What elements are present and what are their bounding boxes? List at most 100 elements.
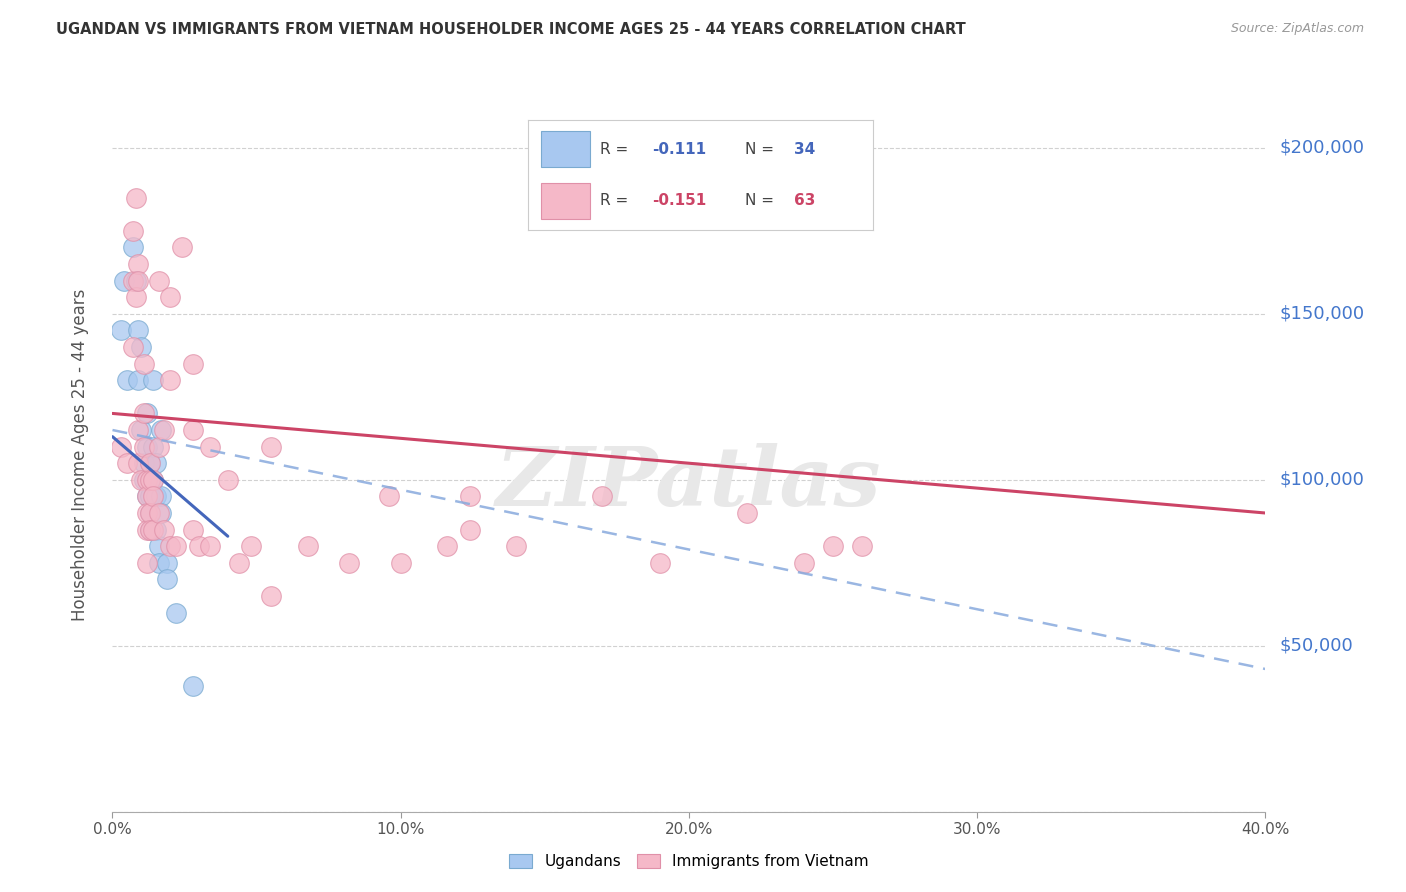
Point [148,506,170,520]
Point [239,539,262,553]
Point [165,606,187,620]
Point [121,340,143,354]
Point [127,373,149,387]
Point [139,473,162,487]
Point [134,440,156,454]
Point [337,556,360,570]
Point [181,357,204,371]
Point [136,440,159,454]
Point [260,440,283,454]
Point [851,539,873,553]
Point [115,456,138,470]
Text: $200,000: $200,000 [1279,139,1364,157]
Point [735,506,758,520]
Point [139,456,162,470]
Point [136,523,159,537]
Point [139,456,162,470]
Point [159,290,181,304]
Point [297,539,319,553]
Point [127,456,149,470]
Point [153,523,176,537]
Point [124,290,146,304]
Point [592,490,614,504]
Point [142,523,165,537]
Point [129,473,153,487]
Point [134,456,156,470]
Point [170,240,193,254]
Point [260,589,283,603]
Point [134,473,156,487]
Y-axis label: Householder Income Ages 25 - 44 years: Householder Income Ages 25 - 44 years [70,289,89,621]
Point [148,556,170,570]
Point [181,679,204,693]
Point [378,490,401,504]
Legend: Ugandans, Immigrants from Vietnam: Ugandans, Immigrants from Vietnam [503,848,875,875]
Point [127,257,149,271]
Point [505,539,527,553]
Point [159,539,181,553]
Point [136,490,159,504]
Point [148,274,170,288]
Point [121,240,143,254]
Point [156,556,179,570]
Point [124,274,146,288]
Text: Source: ZipAtlas.com: Source: ZipAtlas.com [1230,22,1364,36]
Point [159,373,181,387]
Point [150,506,173,520]
Point [148,539,170,553]
Text: UGANDAN VS IMMIGRANTS FROM VIETNAM HOUSEHOLDER INCOME AGES 25 - 44 YEARS CORRELA: UGANDAN VS IMMIGRANTS FROM VIETNAM HOUSE… [56,22,966,37]
Point [145,456,167,470]
Point [112,274,135,288]
Text: $100,000: $100,000 [1279,471,1364,489]
Point [134,357,156,371]
Point [139,473,162,487]
Point [129,423,153,437]
Point [134,406,156,420]
Point [136,506,159,520]
Point [150,423,173,437]
Point [139,523,162,537]
Point [188,539,211,553]
Point [110,440,132,454]
Point [121,274,143,288]
Point [389,556,412,570]
Point [181,523,204,537]
Point [115,373,138,387]
Point [228,556,250,570]
Point [165,539,187,553]
Point [181,423,204,437]
Point [200,539,222,553]
Point [139,523,162,537]
Point [142,473,165,487]
Point [127,323,149,337]
Point [136,490,159,504]
Point [127,423,149,437]
Text: $150,000: $150,000 [1279,305,1364,323]
Point [136,473,159,487]
Point [110,323,132,337]
Point [142,440,165,454]
Point [148,440,170,454]
Point [153,423,176,437]
Point [648,556,672,570]
Point [145,490,167,504]
Point [142,473,165,487]
Point [145,523,167,537]
Point [156,573,179,587]
Point [127,274,149,288]
Point [142,490,165,504]
Point [692,174,714,188]
Point [142,373,165,387]
Point [129,340,153,354]
Point [139,506,162,520]
Point [458,490,481,504]
Point [121,224,143,238]
Point [136,406,159,420]
Point [217,473,239,487]
Point [200,440,222,454]
Point [436,539,458,553]
Text: $50,000: $50,000 [1279,637,1353,655]
Point [150,490,173,504]
Point [139,506,162,520]
Point [793,556,815,570]
